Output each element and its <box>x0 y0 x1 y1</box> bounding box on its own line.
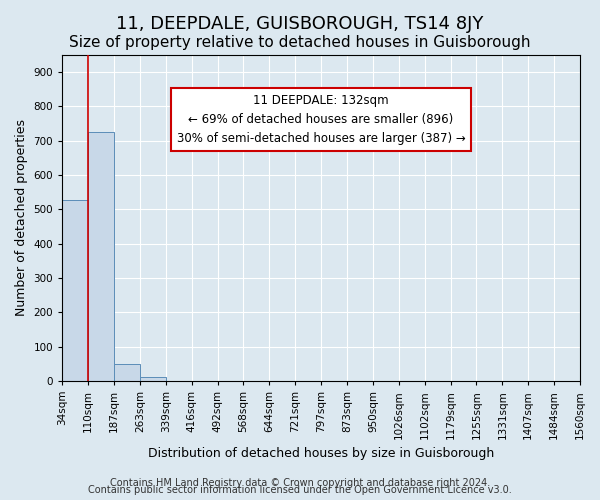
Text: 11 DEEPDALE: 132sqm
← 69% of detached houses are smaller (896)
30% of semi-detac: 11 DEEPDALE: 132sqm ← 69% of detached ho… <box>177 94 466 145</box>
Text: Contains HM Land Registry data © Crown copyright and database right 2024.: Contains HM Land Registry data © Crown c… <box>110 478 490 488</box>
Bar <box>114 364 140 381</box>
Text: Size of property relative to detached houses in Guisborough: Size of property relative to detached ho… <box>69 35 531 50</box>
Bar <box>62 200 88 381</box>
Text: 11, DEEPDALE, GUISBOROUGH, TS14 8JY: 11, DEEPDALE, GUISBOROUGH, TS14 8JY <box>116 15 484 33</box>
X-axis label: Distribution of detached houses by size in Guisborough: Distribution of detached houses by size … <box>148 447 494 460</box>
Text: Contains public sector information licensed under the Open Government Licence v3: Contains public sector information licen… <box>88 485 512 495</box>
Y-axis label: Number of detached properties: Number of detached properties <box>15 120 28 316</box>
Bar <box>140 378 166 381</box>
Bar <box>88 132 114 381</box>
